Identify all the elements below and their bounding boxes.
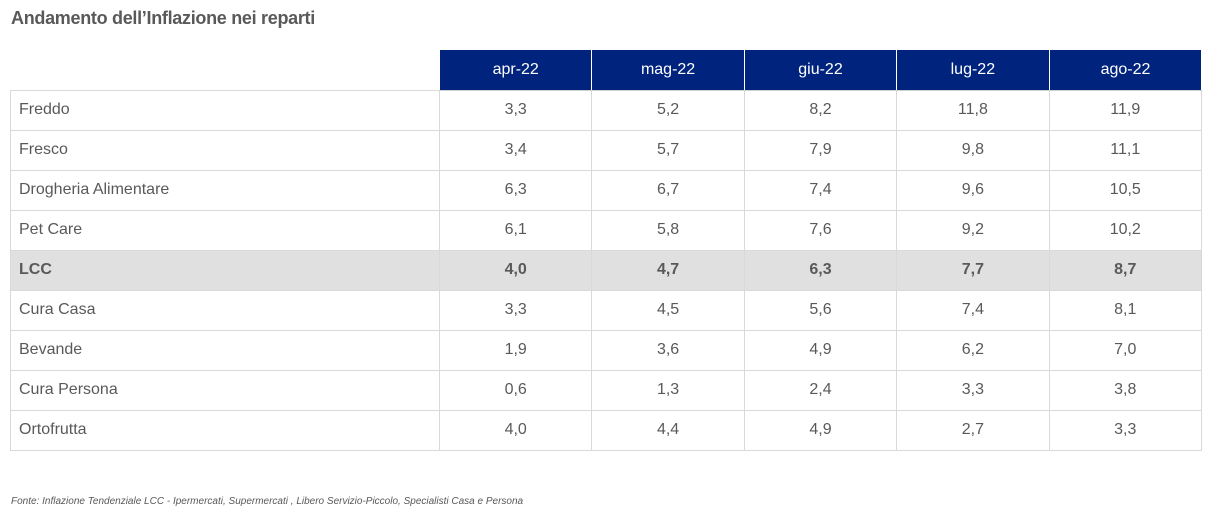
- value-cell: 5,2: [591, 89, 745, 131]
- table-row: Bevande 1,9 3,6 4,9 6,2 7,0: [10, 329, 1202, 371]
- row-label: Bevande: [10, 329, 440, 371]
- inflation-table: apr-22 mag-22 giu-22 lug-22 ago-22 Fredd…: [10, 50, 1202, 451]
- column-header: apr-22: [438, 50, 592, 91]
- row-label: Fresco: [10, 129, 440, 171]
- column-header: giu-22: [743, 50, 897, 91]
- row-label: Drogheria Alimentare: [10, 169, 440, 211]
- value-cell: 2,7: [896, 409, 1050, 451]
- value-cell: 6,1: [438, 209, 593, 251]
- value-cell: 4,0: [438, 409, 593, 451]
- value-cell: 6,3: [743, 249, 898, 291]
- value-cell: 6,7: [591, 169, 745, 211]
- row-label: Cura Casa: [10, 289, 440, 331]
- value-cell: 5,6: [743, 289, 898, 331]
- value-cell: 7,0: [1048, 329, 1202, 371]
- column-header: lug-22: [896, 50, 1050, 91]
- value-cell: 10,2: [1048, 209, 1202, 251]
- value-cell: 3,4: [438, 129, 593, 171]
- value-cell: 7,4: [896, 289, 1050, 331]
- value-cell: 3,8: [1048, 369, 1202, 411]
- value-cell: 3,3: [1048, 409, 1202, 451]
- table-row: Ortofrutta 4,0 4,4 4,9 2,7 3,3: [10, 409, 1202, 451]
- row-label: Ortofrutta: [10, 409, 440, 451]
- value-cell: 11,8: [896, 89, 1050, 131]
- value-cell: 11,9: [1048, 89, 1202, 131]
- value-cell: 6,2: [896, 329, 1050, 371]
- value-cell: 4,7: [591, 249, 745, 291]
- row-label: LCC: [10, 249, 440, 291]
- value-cell: 4,9: [743, 409, 898, 451]
- table-row: Fresco 3,4 5,7 7,9 9,8 11,1: [10, 129, 1202, 171]
- table-corner-cell: [10, 50, 440, 91]
- value-cell: 7,9: [743, 129, 898, 171]
- table-row-highlight: LCC 4,0 4,7 6,3 7,7 8,7: [10, 249, 1202, 291]
- value-cell: 8,2: [743, 89, 898, 131]
- value-cell: 4,0: [438, 249, 593, 291]
- value-cell: 11,1: [1048, 129, 1202, 171]
- table-header-row: apr-22 mag-22 giu-22 lug-22 ago-22: [10, 50, 1202, 91]
- value-cell: 7,6: [743, 209, 898, 251]
- value-cell: 4,5: [591, 289, 745, 331]
- column-header: ago-22: [1048, 50, 1202, 91]
- value-cell: 4,4: [591, 409, 745, 451]
- table-body: Freddo 3,3 5,2 8,2 11,8 11,9 Fresco 3,4 5,7 7,9 9,…: [10, 89, 1202, 451]
- value-cell: 3,6: [591, 329, 745, 371]
- value-cell: 9,8: [896, 129, 1050, 171]
- table-row: Pet Care 6,1 5,8 7,6 9,2 10,2: [10, 209, 1202, 251]
- value-cell: 4,9: [743, 329, 898, 371]
- table-row: Freddo 3,3 5,2 8,2 11,8 11,9: [10, 89, 1202, 131]
- value-cell: 3,3: [896, 369, 1050, 411]
- value-cell: 1,3: [591, 369, 745, 411]
- row-label: Pet Care: [10, 209, 440, 251]
- row-label: Freddo: [10, 89, 440, 131]
- source-note: Fonte: Inflazione Tendenziale LCC - Iper…: [11, 496, 524, 507]
- table-row: Cura Casa 3,3 4,5 5,6 7,4 8,1: [10, 289, 1202, 331]
- page-title: Andamento dell’Inflazione nei reparti: [11, 8, 315, 28]
- value-cell: 9,6: [896, 169, 1050, 211]
- value-cell: 2,4: [743, 369, 898, 411]
- table-row: Cura Persona 0,6 1,3 2,4 3,3 3,8: [10, 369, 1202, 411]
- value-cell: 6,3: [438, 169, 593, 211]
- value-cell: 3,3: [438, 89, 593, 131]
- value-cell: 3,3: [438, 289, 593, 331]
- column-header: mag-22: [591, 50, 745, 91]
- value-cell: 9,2: [896, 209, 1050, 251]
- row-label: Cura Persona: [10, 369, 440, 411]
- value-cell: 0,6: [438, 369, 593, 411]
- value-cell: 8,7: [1048, 249, 1202, 291]
- table-row: Drogheria Alimentare 6,3 6,7 7,4 9,6 10,5: [10, 169, 1202, 211]
- value-cell: 5,8: [591, 209, 745, 251]
- value-cell: 8,1: [1048, 289, 1202, 331]
- value-cell: 7,4: [743, 169, 898, 211]
- value-cell: 7,7: [896, 249, 1050, 291]
- value-cell: 10,5: [1048, 169, 1202, 211]
- value-cell: 1,9: [438, 329, 593, 371]
- value-cell: 5,7: [591, 129, 745, 171]
